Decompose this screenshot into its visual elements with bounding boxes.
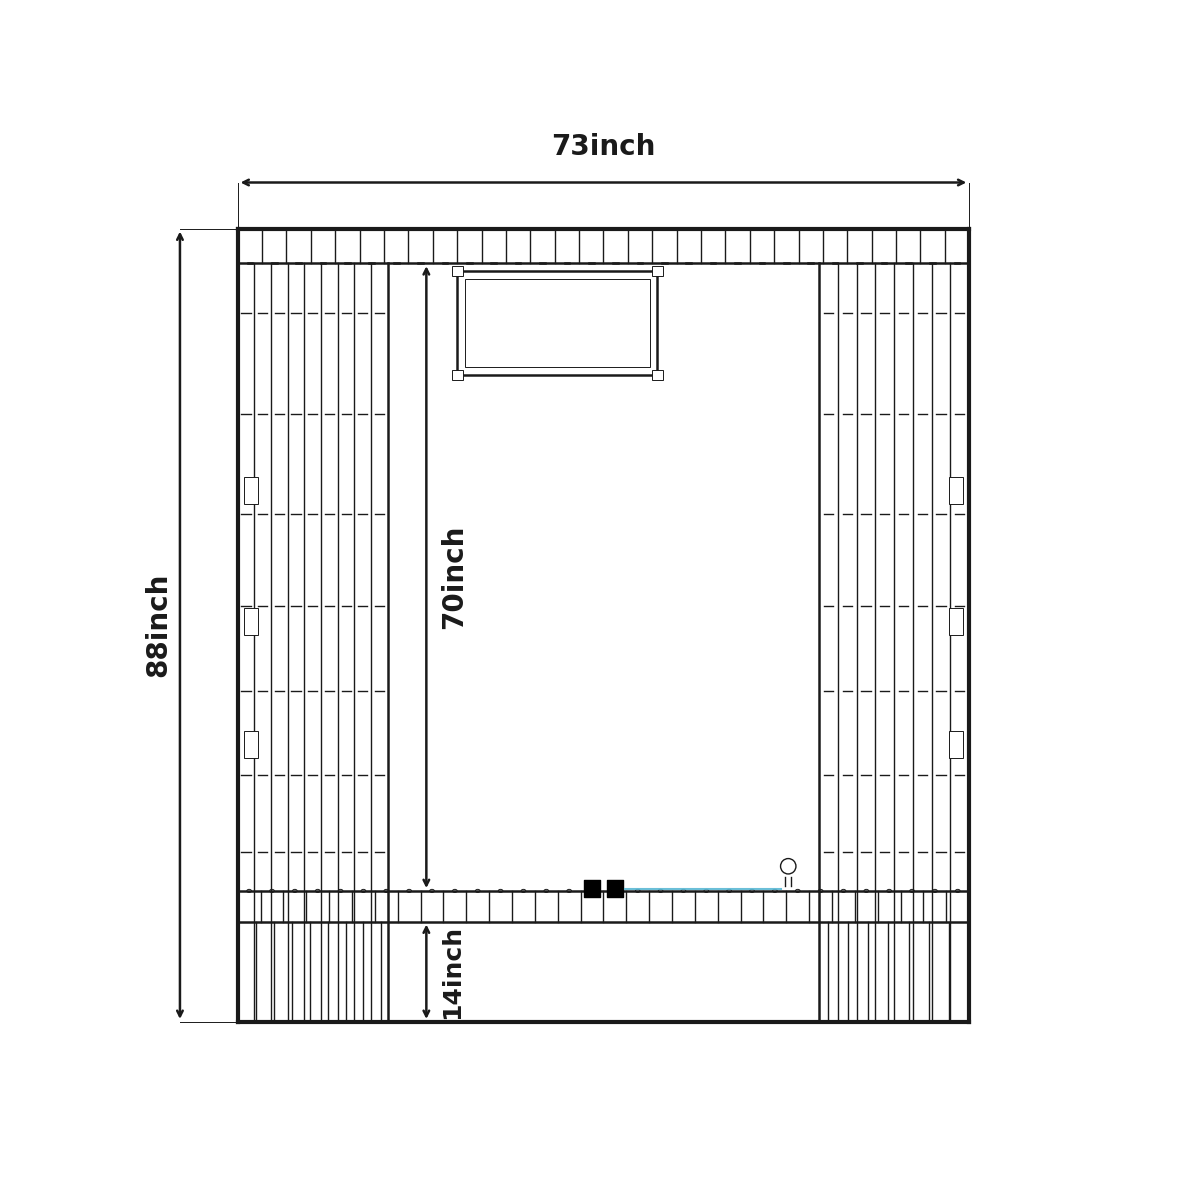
- Ellipse shape: [932, 889, 937, 893]
- Ellipse shape: [270, 889, 275, 893]
- Ellipse shape: [750, 889, 755, 893]
- Text: 73inch: 73inch: [551, 133, 655, 161]
- Bar: [652, 370, 662, 380]
- Ellipse shape: [612, 889, 617, 893]
- Ellipse shape: [887, 889, 892, 893]
- Bar: [244, 476, 258, 504]
- Ellipse shape: [589, 889, 594, 893]
- Ellipse shape: [636, 889, 640, 893]
- Ellipse shape: [475, 889, 480, 893]
- Text: 88inch: 88inch: [144, 574, 173, 678]
- Ellipse shape: [796, 889, 800, 893]
- Ellipse shape: [566, 889, 571, 893]
- Ellipse shape: [407, 889, 412, 893]
- Ellipse shape: [727, 889, 732, 893]
- Ellipse shape: [864, 889, 869, 893]
- Bar: [464, 278, 649, 367]
- Ellipse shape: [682, 889, 685, 893]
- Ellipse shape: [910, 889, 914, 893]
- Ellipse shape: [521, 889, 526, 893]
- Bar: [652, 265, 662, 276]
- Bar: [949, 476, 964, 504]
- Ellipse shape: [384, 889, 389, 893]
- Ellipse shape: [955, 889, 960, 893]
- Ellipse shape: [452, 889, 457, 893]
- Ellipse shape: [293, 889, 298, 893]
- Ellipse shape: [818, 889, 823, 893]
- Bar: [451, 370, 462, 380]
- Ellipse shape: [361, 889, 366, 893]
- Ellipse shape: [659, 889, 662, 893]
- Ellipse shape: [247, 889, 252, 893]
- Bar: [244, 607, 258, 635]
- Ellipse shape: [544, 889, 548, 893]
- Ellipse shape: [498, 889, 503, 893]
- Ellipse shape: [338, 889, 343, 893]
- Bar: [457, 271, 658, 374]
- Bar: [949, 731, 964, 758]
- Ellipse shape: [316, 889, 320, 893]
- Ellipse shape: [841, 889, 846, 893]
- Text: 70inch: 70inch: [440, 524, 468, 629]
- Ellipse shape: [430, 889, 434, 893]
- Ellipse shape: [773, 889, 778, 893]
- Bar: [451, 265, 462, 276]
- Text: 14inch: 14inch: [440, 925, 464, 1019]
- Bar: [949, 607, 964, 635]
- Bar: [244, 731, 258, 758]
- Ellipse shape: [704, 889, 709, 893]
- Circle shape: [780, 858, 796, 874]
